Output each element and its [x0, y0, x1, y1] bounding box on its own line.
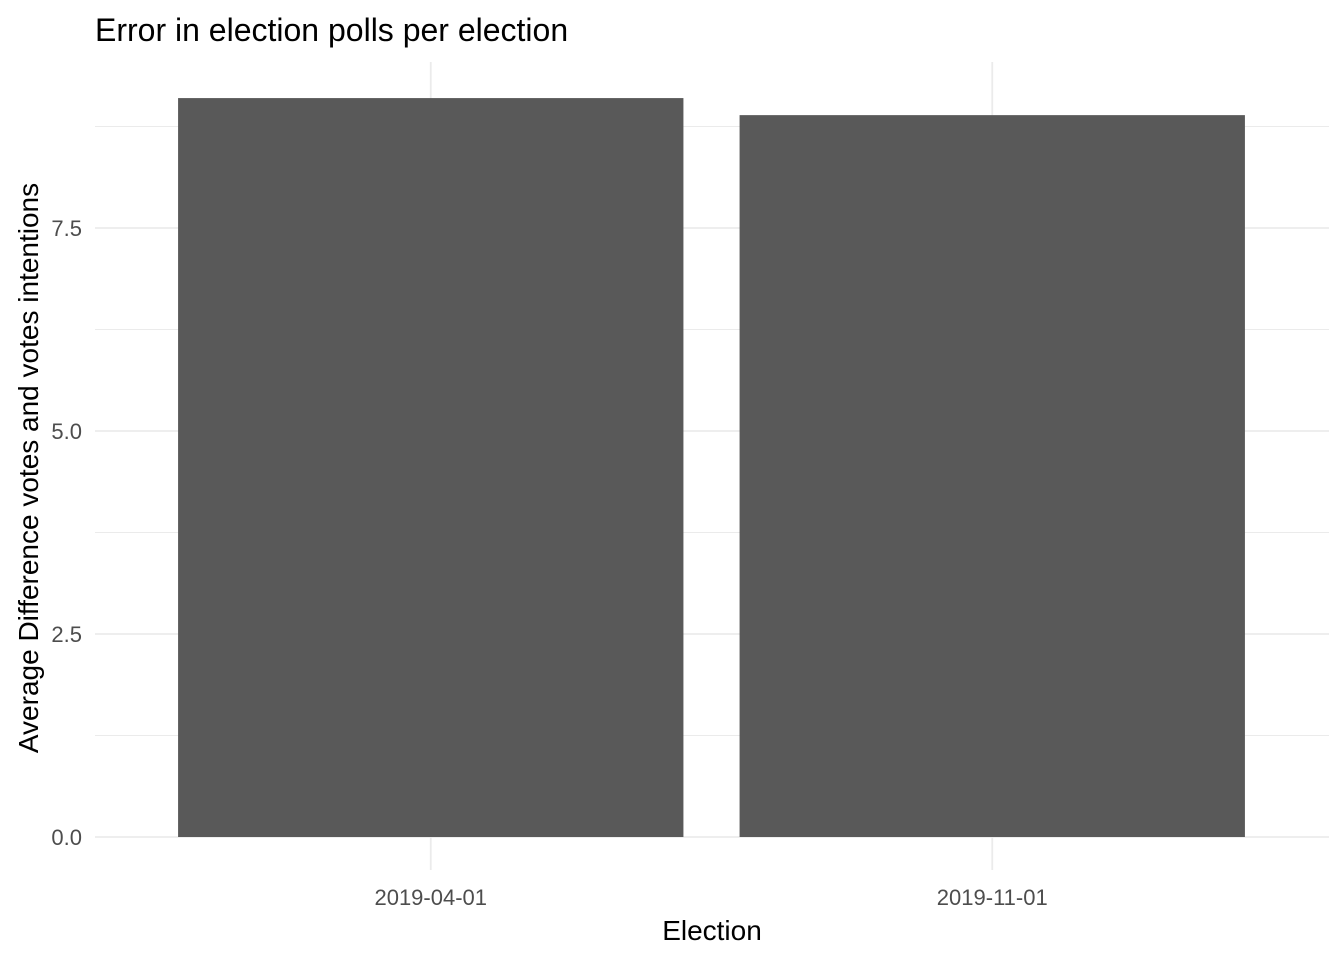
bar-2019-11-01	[739, 115, 1245, 837]
y-tick-label: 7.5	[51, 216, 82, 241]
y-tick-label: 5.0	[51, 419, 82, 444]
y-tick-label: 0.0	[51, 825, 82, 850]
bar-2019-04-01	[178, 98, 684, 837]
y-tick-label: 2.5	[51, 622, 82, 647]
chart-title: Error in election polls per election	[95, 12, 568, 48]
x-axis-label: Election	[662, 915, 762, 946]
y-axis-label: Average Difference votes and votes inten…	[13, 183, 44, 753]
y-axis-ticks: 0.0 2.5 5.0 7.5	[51, 216, 82, 850]
x-tick-label: 2019-04-01	[374, 885, 487, 910]
x-tick-label: 2019-11-01	[937, 885, 1048, 910]
x-axis-ticks: 2019-04-01 2019-11-01	[374, 885, 1047, 910]
bars	[178, 98, 1245, 837]
